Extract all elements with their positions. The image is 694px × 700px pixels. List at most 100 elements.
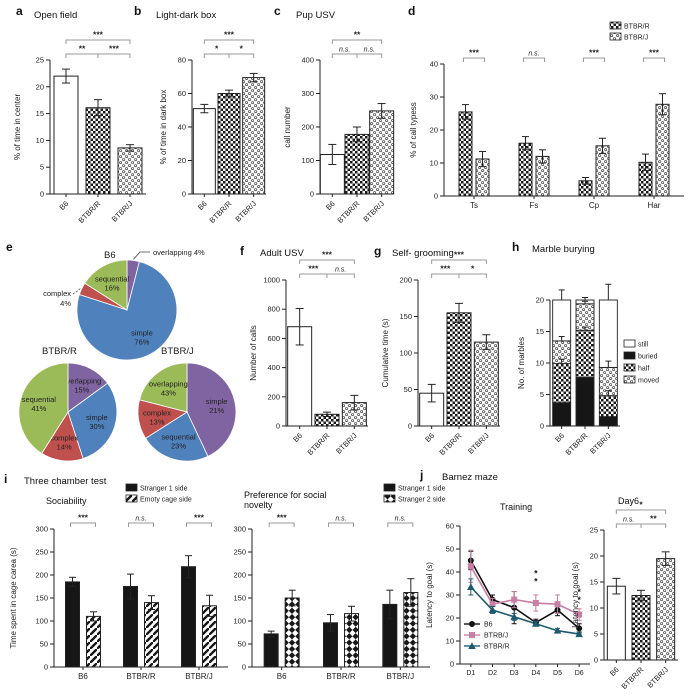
- svg-text:4%: 4%: [60, 299, 71, 308]
- svg-text:21%: 21%: [209, 406, 224, 415]
- svg-text:800: 800: [267, 305, 280, 314]
- svg-text:D3: D3: [510, 670, 519, 677]
- self-grooming-chart: 0 50 100 150 200 Cumulative time (s) B6 BTBR/R B…: [380, 250, 514, 468]
- svg-text:23%: 23%: [171, 442, 186, 451]
- svg-text:D1: D1: [466, 670, 475, 677]
- svg-text:BTBR/J: BTBR/J: [161, 346, 194, 357]
- svg-text:30: 30: [430, 93, 438, 102]
- svg-text:BTBR/J: BTBR/J: [185, 672, 213, 681]
- svg-text:***: ***: [589, 48, 600, 58]
- barnes-day6-chart: 0 5 10 15 20 25 Latency to goal (s) B6 BTBR/R BTB…: [570, 490, 694, 700]
- svg-text:40: 40: [430, 60, 438, 69]
- svg-text:300: 300: [301, 89, 314, 98]
- svg-text:complex: complex: [43, 289, 71, 298]
- e-svg: B6 overlapping 4%simple76%complex4%sequen…: [18, 248, 237, 462]
- svg-text:n.s.: n.s.: [335, 267, 346, 274]
- svg-text:0: 0: [40, 190, 44, 199]
- call-category-pies: B6 overlapping 4% simple 76% complex 4% sequen…: [4, 244, 246, 474]
- panel-c-title: Pup USV: [296, 10, 336, 21]
- svg-text:0: 0: [242, 663, 246, 672]
- svg-text:***: ***: [93, 30, 104, 40]
- svg-text:0: 0: [540, 422, 544, 431]
- svg-text:BTBR/J: BTBR/J: [466, 431, 491, 456]
- svg-text:250: 250: [35, 548, 48, 557]
- svg-text:76%: 76%: [134, 338, 149, 347]
- svg-text:BTBR/J: BTBR/J: [334, 431, 359, 456]
- svg-text:n.s.: n.s.: [395, 516, 406, 523]
- svg-text:n.s.: n.s.: [335, 516, 346, 523]
- svg-text:100: 100: [301, 156, 314, 165]
- svg-text:14%: 14%: [57, 443, 72, 452]
- svg-text:% of call typess: % of call typess: [409, 102, 418, 158]
- svg-text:***: ***: [454, 250, 465, 260]
- svg-text:*: *: [215, 44, 219, 54]
- panel-a-letter: a: [16, 4, 23, 18]
- svg-text:BTBR/J: BTBR/J: [233, 199, 258, 224]
- svg-text:n.s.: n.s.: [135, 516, 146, 523]
- svg-text:20: 20: [590, 552, 598, 561]
- svg-text:10: 10: [536, 359, 544, 368]
- a-svg: 0 5 10 15 20 25 % of time in center B6 BTBR/R BTB…: [13, 30, 146, 225]
- svg-text:Stranger 1 side: Stranger 1 side: [398, 486, 446, 493]
- svg-text:B6: B6: [196, 199, 209, 212]
- svg-text:complex: complex: [143, 408, 171, 417]
- svg-text:BTBR/R: BTBR/R: [564, 431, 590, 457]
- svg-text:n.s.: n.s.: [528, 51, 539, 58]
- open-field-chart: 0 5 10 15 20 25 % of time in center B6 BTBR/R BTB…: [8, 26, 160, 240]
- svg-text:**: **: [650, 514, 657, 524]
- svg-text:0: 0: [594, 656, 598, 665]
- svg-text:***: ***: [440, 264, 451, 274]
- svg-text:Cumulative time (s): Cumulative time (s): [381, 318, 390, 387]
- svg-text:D6: D6: [575, 670, 584, 677]
- svg-text:15: 15: [36, 109, 44, 118]
- svg-text:B6: B6: [58, 199, 71, 212]
- svg-text:400: 400: [267, 363, 280, 372]
- panel-c-letter: c: [274, 4, 281, 18]
- svg-text:***: ***: [469, 48, 480, 58]
- svg-text:50: 50: [40, 640, 48, 649]
- svg-text:Fs: Fs: [530, 201, 539, 210]
- svg-text:20: 20: [536, 296, 544, 305]
- svg-text:5: 5: [40, 163, 44, 172]
- svg-text:overlapping: overlapping: [62, 376, 101, 385]
- svg-text:100: 100: [399, 349, 412, 358]
- social-novelty-subtitle: Preference for social novelty: [244, 490, 327, 511]
- svg-text:Latency to goal (s): Latency to goal (s): [571, 562, 580, 628]
- svg-text:200: 200: [301, 123, 314, 132]
- svg-text:16%: 16%: [105, 283, 120, 292]
- sociability-subtitle: Sociability: [46, 496, 87, 506]
- svg-text:400: 400: [301, 56, 314, 65]
- svg-text:13%: 13%: [149, 417, 164, 426]
- svg-text:n.s.: n.s.: [364, 47, 375, 54]
- panel-a-title: Open field: [34, 10, 78, 21]
- panel-b-letter: b: [134, 4, 142, 18]
- svg-text:***: ***: [194, 513, 205, 523]
- svg-text:***: ***: [78, 513, 89, 523]
- social-novelty-chart: 0 50 100 150 200 250 300 B6 *** BTBR/R n.s. BTBR/J n…: [222, 474, 446, 700]
- svg-text:*: *: [534, 577, 538, 587]
- panel-i-letter: i: [4, 472, 8, 486]
- svg-text:BTBR/R: BTBR/R: [624, 24, 650, 31]
- svg-text:*: *: [534, 569, 538, 579]
- svg-text:call number: call number: [283, 106, 292, 148]
- panel-b-title: Light-dark box: [156, 10, 217, 21]
- svg-text:1000: 1000: [263, 276, 280, 285]
- svg-text:200: 200: [35, 571, 48, 580]
- svg-text:***: ***: [224, 30, 235, 40]
- svg-text:**: **: [354, 30, 361, 40]
- svg-text:250: 250: [233, 548, 246, 557]
- svg-text:***: ***: [308, 264, 319, 274]
- svg-text:sequential: sequential: [22, 395, 57, 404]
- panel-i-title: Three chamber test: [24, 476, 107, 487]
- svg-text:B6: B6: [423, 431, 436, 444]
- svg-text:BTBR/R: BTBR/R: [620, 665, 646, 691]
- svg-text:150: 150: [399, 312, 412, 321]
- svg-text:25: 25: [590, 526, 598, 535]
- svg-text:300: 300: [233, 525, 246, 534]
- svg-text:43%: 43%: [161, 388, 176, 397]
- pup-usv-chart: 0 100 200 300 400 call number B6 BTBR/R BTBR/J n.…: [280, 26, 406, 240]
- svg-text:moved: moved: [638, 378, 659, 385]
- svg-text:BTBR/J: BTBR/J: [588, 431, 613, 456]
